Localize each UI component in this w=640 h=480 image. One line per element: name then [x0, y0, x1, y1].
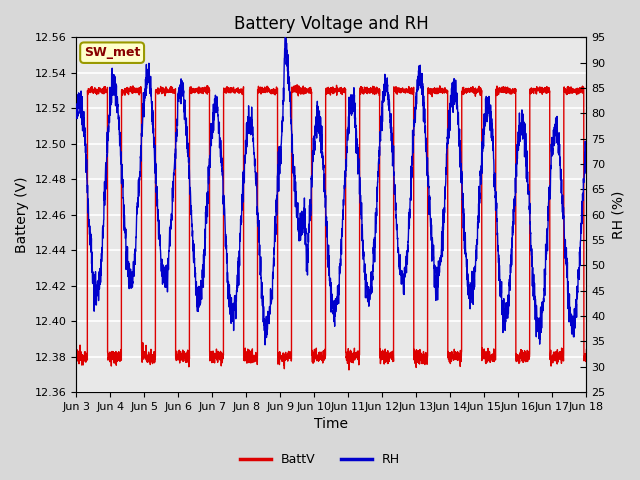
Legend: BattV, RH: BattV, RH: [235, 448, 405, 471]
Title: Battery Voltage and RH: Battery Voltage and RH: [234, 15, 429, 33]
Text: SW_met: SW_met: [84, 46, 140, 59]
X-axis label: Time: Time: [314, 418, 348, 432]
Y-axis label: Battery (V): Battery (V): [15, 177, 29, 253]
Y-axis label: RH (%): RH (%): [611, 191, 625, 239]
